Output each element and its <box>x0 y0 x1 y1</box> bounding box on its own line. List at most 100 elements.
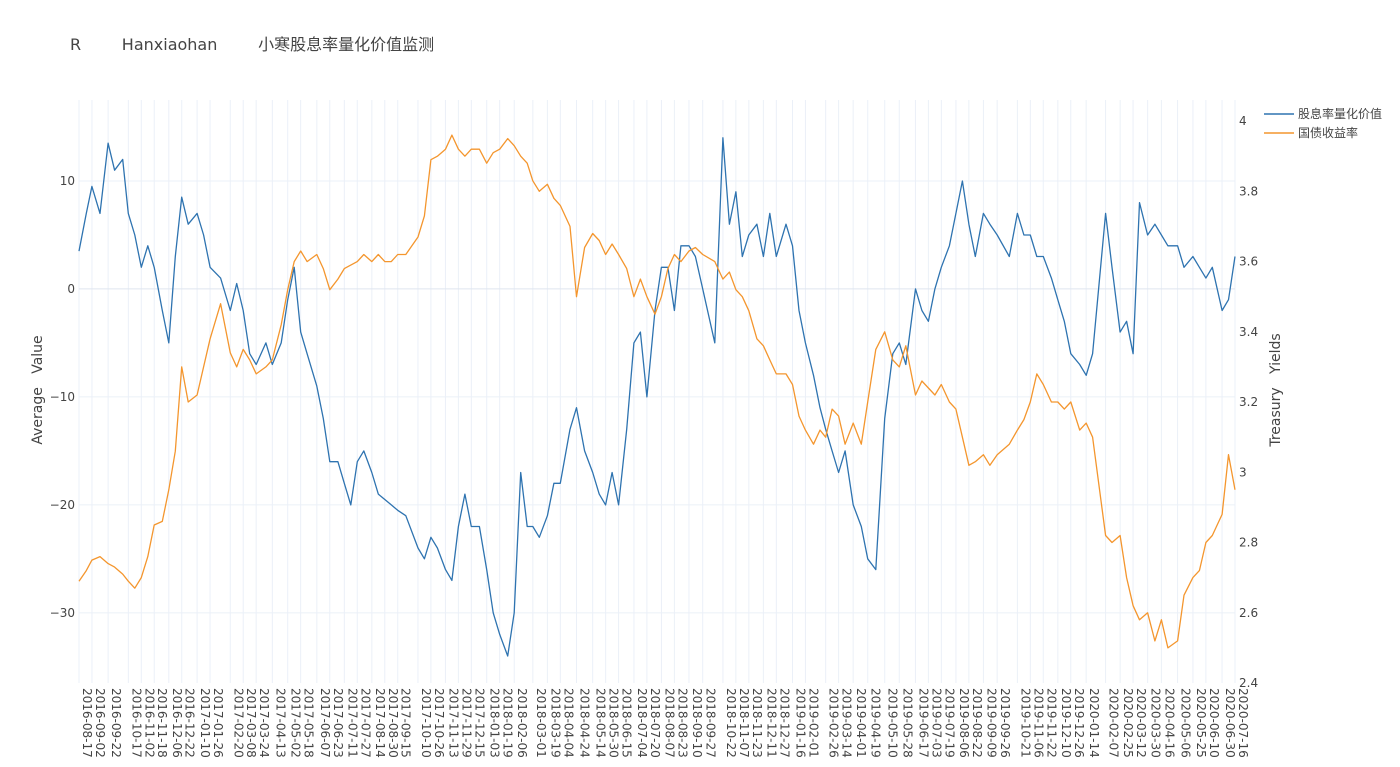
x-tick-label: 2017-06-07 <box>318 688 332 758</box>
x-tick-label: 2017-11-29 <box>459 688 473 758</box>
x-tick-label: 2019-05-28 <box>900 688 914 758</box>
x-tick-label: 2018-03-19 <box>548 688 562 758</box>
x-tick-label: 2018-05-30 <box>607 688 621 758</box>
y-right-tick-label: 3.4 <box>1239 325 1258 339</box>
x-tick-label: 2020-01-14 <box>1087 688 1101 758</box>
y-left-tick-label: −20 <box>50 498 75 512</box>
y-right-tick-label: 2.6 <box>1239 606 1258 620</box>
x-tick-label: 2019-02-26 <box>827 688 841 758</box>
series-line-treasury <box>78 134 1236 649</box>
x-tick-label: 2019-12-26 <box>1072 688 1086 758</box>
x-tick-label: 2016-10-17 <box>129 688 143 758</box>
x-tick-label: 2018-01-19 <box>501 688 515 758</box>
x-tick-label: 2018-12-11 <box>764 688 778 758</box>
x-tick-label: 2019-07-03 <box>929 688 943 758</box>
y-right-tick-label: 3.2 <box>1239 395 1258 409</box>
x-tick-label: 2018-11-07 <box>737 688 751 758</box>
x-tick-label: 2018-07-20 <box>648 688 662 758</box>
legend-label-treasury: 国债收益率 <box>1298 125 1358 140</box>
x-tick-label: 2016-11-02 <box>142 688 156 758</box>
x-tick-label: 2019-12-10 <box>1059 688 1073 758</box>
x-tick-label: 2018-02-06 <box>515 688 529 758</box>
x-tick-label: 2020-05-25 <box>1194 688 1208 758</box>
x-tick-label: 2017-06-23 <box>331 688 345 758</box>
x-tick-label: 2019-11-06 <box>1031 688 1045 758</box>
x-tick-label: 2018-04-04 <box>561 688 575 758</box>
x-tick-label: 2017-09-15 <box>399 688 413 758</box>
x-tick-label: 2019-06-17 <box>916 688 930 758</box>
x-tick-label: 2018-04-24 <box>578 688 592 758</box>
x-tick-label: 2017-01-10 <box>198 688 212 758</box>
y-right-tick-label: 2.8 <box>1239 536 1258 550</box>
x-tick-label: 2020-06-30 <box>1223 688 1237 758</box>
x-tick-label: 2018-05-14 <box>594 688 608 758</box>
x-tick-label: 2017-05-18 <box>302 688 316 758</box>
x-tick-label: 2019-07-19 <box>942 688 956 758</box>
y-right-tick-label: 3.6 <box>1239 255 1258 269</box>
x-tick-label: 2017-11-13 <box>446 688 460 758</box>
x-tick-label: 2017-08-14 <box>373 688 387 758</box>
x-tick-label: 2018-11-23 <box>750 688 764 758</box>
x-tick-label: 2020-03-12 <box>1134 688 1148 758</box>
x-tick-label: 2016-08-17 <box>80 688 94 758</box>
x-tick-label: 2018-01-03 <box>488 688 502 758</box>
x-tick-label: 2020-07-16 <box>1236 688 1250 758</box>
x-tick-label: 2016-11-18 <box>155 688 169 758</box>
x-tick-label: 2019-08-06 <box>957 688 971 758</box>
x-tick-label: 2016-12-06 <box>170 688 184 758</box>
x-tick-label: 2018-09-10 <box>690 688 704 758</box>
y-left-ticks: 10 0 −10 −20 −30 <box>50 174 75 620</box>
x-tick-label: 2018-09-27 <box>704 688 718 758</box>
legend-label-dividend: 股息率量化价值 <box>1298 106 1382 121</box>
x-tick-label: 2017-04-13 <box>273 688 287 758</box>
x-tick-label: 2017-01-26 <box>211 688 225 758</box>
x-tick-label: 2018-08-07 <box>662 688 676 758</box>
x-tick-label: 2017-02-20 <box>231 688 245 758</box>
x-tick-label: 2020-02-25 <box>1121 688 1135 758</box>
x-tick-label: 2019-11-22 <box>1044 688 1058 758</box>
y-left-tick-label: −30 <box>50 606 75 620</box>
x-tick-label: 2017-05-02 <box>289 688 303 758</box>
x-tick-label: 2017-10-26 <box>432 688 446 758</box>
x-tick-label: 2020-06-10 <box>1207 688 1221 758</box>
x-tick-label: 2019-09-26 <box>998 688 1012 758</box>
y-right-axis-title: Treasury Yields <box>1268 333 1284 447</box>
x-tick-label: 2019-02-01 <box>806 688 820 758</box>
x-tick-label: 2017-10-10 <box>419 688 433 758</box>
x-tick-label: 2019-10-21 <box>1018 688 1032 758</box>
x-tick-label: 2018-06-15 <box>620 688 634 758</box>
legend-item-treasury[interactable]: 国债收益率 <box>1264 125 1358 140</box>
x-tick-label: 2020-05-06 <box>1179 688 1193 758</box>
x-tick-label: 2019-09-09 <box>984 688 998 758</box>
x-tick-label: 2018-03-01 <box>534 688 548 758</box>
chart-title: R Hanxiaohan 小寒股息率量化价值监测 <box>70 35 434 54</box>
x-tick-label: 2020-04-16 <box>1162 688 1176 758</box>
y-left-axis-title: Average Value <box>30 335 46 444</box>
y-right-tick-label: 3.8 <box>1239 184 1258 198</box>
x-tick-label: 2017-03-24 <box>257 688 271 758</box>
x-tick-label: 2019-01-16 <box>794 688 808 758</box>
legend[interactable]: 股息率量化价值 国债收益率 <box>1264 106 1382 140</box>
x-tick-label: 2020-02-07 <box>1107 688 1121 758</box>
x-tick-label: 2019-03-14 <box>840 688 854 758</box>
legend-item-dividend[interactable]: 股息率量化价值 <box>1264 106 1382 121</box>
grid <box>78 100 1236 683</box>
y-left-tick-label: 0 <box>67 282 75 296</box>
x-tick-label: 2017-07-11 <box>345 688 359 758</box>
series-layer <box>78 134 1236 657</box>
x-tick-label: 2019-04-01 <box>854 688 868 758</box>
x-tick-label: 2018-10-22 <box>724 688 738 758</box>
y-right-ticks: 4 3.8 3.6 3.4 3.2 3 2.8 2.6 2.4 <box>1239 114 1258 690</box>
x-tick-label: 2016-09-22 <box>109 688 123 758</box>
y-left-tick-label: −10 <box>50 390 75 404</box>
x-tick-label: 2016-09-02 <box>93 688 107 758</box>
y-left-tick-label: 10 <box>60 174 75 188</box>
x-tick-label: 2019-05-10 <box>886 688 900 758</box>
x-tick-label: 2018-12-27 <box>777 688 791 758</box>
x-tick-label: 2019-08-22 <box>970 688 984 758</box>
x-tick-label: 2017-07-27 <box>358 688 372 758</box>
x-tick-label: 2018-07-04 <box>635 688 649 758</box>
y-right-tick-label: 2.4 <box>1239 676 1258 690</box>
